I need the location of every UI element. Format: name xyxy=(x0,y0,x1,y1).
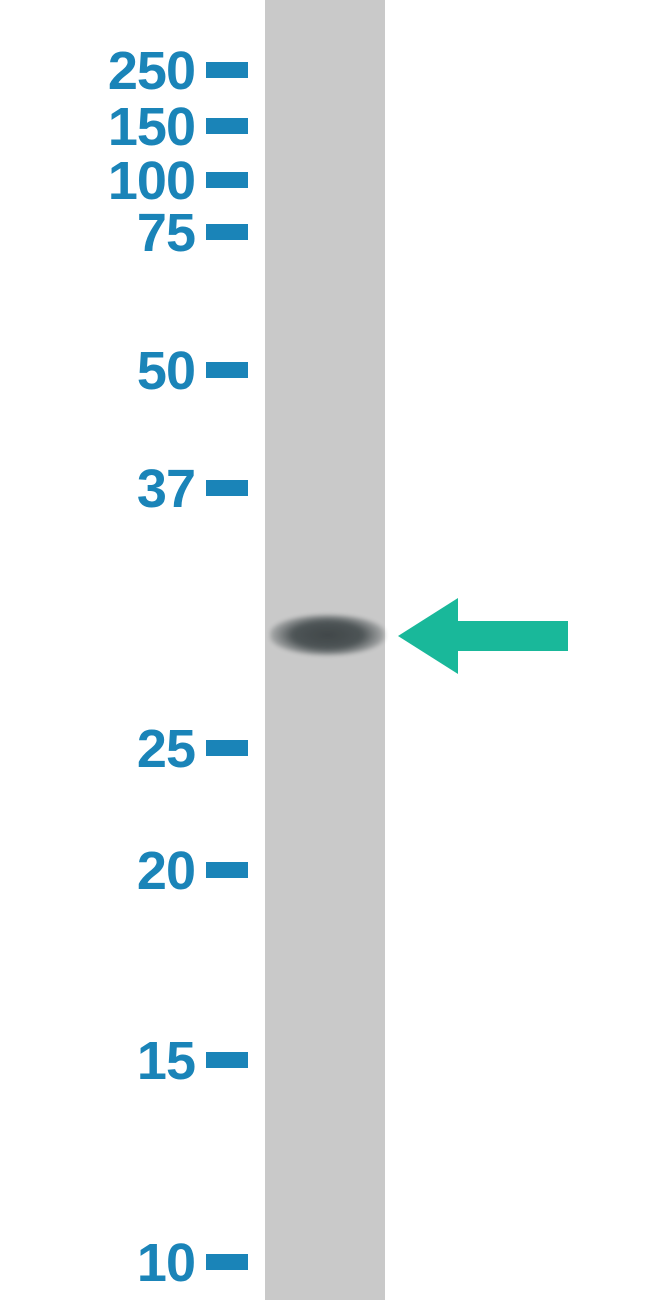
mw-marker-75: 75 xyxy=(25,202,195,264)
band-indicator-arrow xyxy=(398,598,568,674)
mw-tick-10 xyxy=(206,1254,248,1270)
mw-tick-50 xyxy=(206,362,248,378)
mw-marker-37: 37 xyxy=(25,458,195,520)
mw-marker-15: 15 xyxy=(25,1030,195,1092)
mw-marker-50: 50 xyxy=(25,340,195,402)
mw-tick-37 xyxy=(206,480,248,496)
arrow-shaft xyxy=(458,621,568,651)
mw-marker-250: 250 xyxy=(25,40,195,102)
mw-tick-25 xyxy=(206,740,248,756)
mw-marker-10: 10 xyxy=(25,1232,195,1294)
mw-tick-20 xyxy=(206,862,248,878)
mw-marker-150: 150 xyxy=(25,96,195,158)
arrow-head-icon xyxy=(398,598,458,674)
mw-tick-250 xyxy=(206,62,248,78)
mw-tick-150 xyxy=(206,118,248,134)
mw-tick-75 xyxy=(206,224,248,240)
mw-tick-15 xyxy=(206,1052,248,1068)
mw-tick-100 xyxy=(206,172,248,188)
mw-marker-20: 20 xyxy=(25,840,195,902)
protein-band xyxy=(270,615,385,655)
mw-marker-25: 25 xyxy=(25,718,195,780)
